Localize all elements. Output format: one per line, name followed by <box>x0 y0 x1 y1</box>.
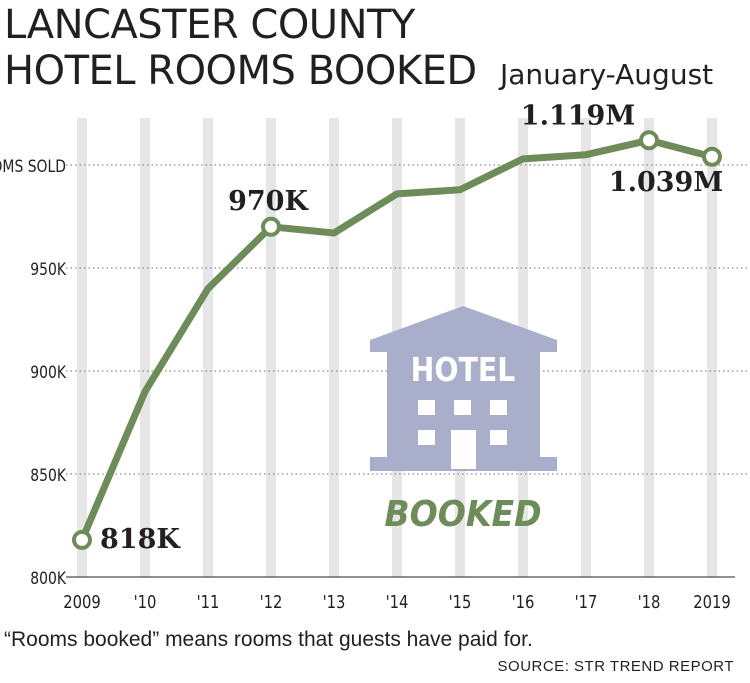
data-label: 1.119M <box>521 100 635 131</box>
x-tick-label: '18 <box>638 592 661 613</box>
data-point-marker <box>639 130 659 151</box>
data-labels: 818K 970K 1.119M 1.039M <box>100 100 723 555</box>
building-window <box>418 400 435 415</box>
footnote: “Rooms booked” means rooms that guests h… <box>4 628 533 651</box>
x-tick-label: '12 <box>260 592 283 613</box>
building-window <box>490 430 507 445</box>
hotel-sign: HOTEL <box>411 351 516 390</box>
rooms-booked-series <box>72 130 722 550</box>
building-roof <box>370 306 557 352</box>
x-tick-label: '14 <box>386 592 409 613</box>
y-axis-labels: 800K 850K 900K 950K 1M ROOMS SOLD <box>0 157 67 589</box>
x-tick-label: '16 <box>512 592 535 613</box>
y-tick-label: 850K <box>30 466 66 486</box>
y-tick-label: 900K <box>30 363 66 383</box>
chart-title: LANCASTER COUNTY HOTEL ROOMS BOOKED <box>4 2 477 94</box>
series-line <box>78 136 716 544</box>
x-tick-label: '10 <box>134 592 157 613</box>
data-label: 818K <box>100 524 181 555</box>
horizontal-gridlines <box>66 164 750 578</box>
data-point-marker <box>261 216 281 237</box>
y-tick-label: 950K <box>30 260 66 280</box>
building-door <box>451 430 476 469</box>
chart-subtitle: January-August <box>500 58 714 91</box>
x-tick-label: 2019 <box>693 592 731 613</box>
y-tick-label: 800K <box>30 569 66 589</box>
data-label: 1.039M <box>609 167 723 198</box>
data-point-marker <box>702 146 722 167</box>
data-label: 970K <box>228 186 309 217</box>
hotel-building-icon: HOTEL BOOKED <box>370 306 557 535</box>
x-axis-labels: 2009 '10 '11 '12 '13 '14 '15 '16 '17 '18 2019 <box>63 592 731 613</box>
data-point-marker <box>72 529 92 550</box>
source-credit: SOURCE: STR TREND REPORT <box>497 658 734 675</box>
building-window <box>454 400 471 415</box>
x-tick-label: 2009 <box>63 592 101 613</box>
building-window <box>490 400 507 415</box>
title-line-1: LANCASTER COUNTY <box>4 2 415 48</box>
x-tick-label: '13 <box>323 592 346 613</box>
x-tick-label: '17 <box>575 592 598 613</box>
y-tick-label: 1M ROOMS SOLD <box>0 157 66 177</box>
title-line-2: HOTEL ROOMS BOOKED <box>4 48 477 94</box>
x-tick-label: '15 <box>449 592 472 613</box>
line-chart: 800K 850K 900K 950K 1M ROOMS SOLD 2009 '10 '11… <box>0 100 750 613</box>
x-tick-label: '11 <box>197 592 220 613</box>
booked-caption: BOOKED <box>384 494 541 536</box>
building-window <box>418 430 435 445</box>
